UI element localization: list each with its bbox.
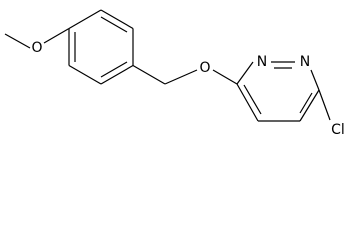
atom-label: N (257, 54, 267, 70)
atom-labels: O O N N Cl (31, 40, 344, 138)
atom-label: N (300, 54, 310, 70)
atom-label: O (199, 60, 210, 76)
atom-label: O (31, 40, 42, 56)
molecule-diagram: O O N N Cl (4, 9, 345, 138)
bonds (4, 9, 331, 122)
atom-label: Cl (331, 122, 345, 138)
